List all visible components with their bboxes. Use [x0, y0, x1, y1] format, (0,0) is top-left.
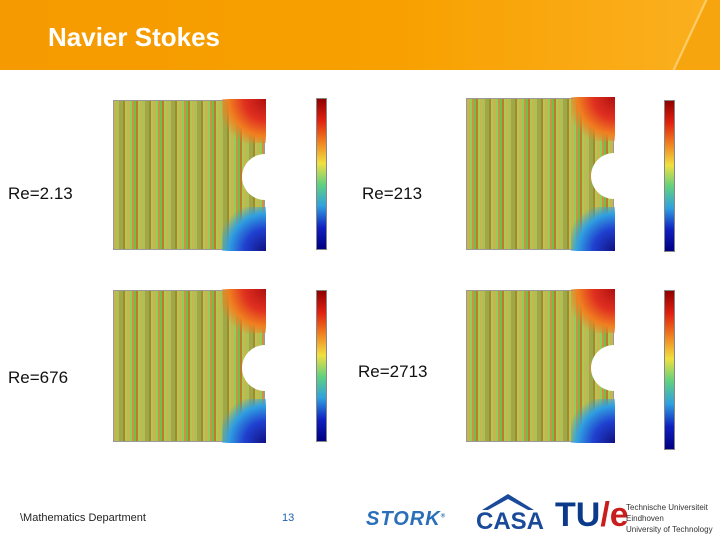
cylinder-cutout — [242, 154, 288, 201]
re-label: Re=2.13 — [8, 184, 73, 203]
re-label: Re=676 — [8, 368, 69, 387]
casa-roof-icon — [482, 494, 534, 510]
pressure-field-plot — [466, 289, 637, 443]
stork-logo-text: STORK — [366, 508, 441, 530]
colorbar — [316, 98, 327, 250]
low-pressure-region — [571, 399, 615, 443]
tue-name: Technische Universiteit Eindhoven Univer… — [626, 503, 713, 534]
cylinder-cutout — [591, 345, 637, 391]
casa-logo: CASA — [476, 492, 544, 536]
slide-title: Navier Stokes — [48, 22, 220, 52]
re-label: Re=2713 — [358, 362, 428, 381]
pressure-field-plot — [466, 97, 637, 251]
high-pressure-region — [571, 97, 615, 141]
cylinder-cutout — [591, 153, 637, 199]
header-banner: Navier Stokes — [0, 0, 720, 70]
header-diagonal-decoration — [660, 0, 720, 70]
tue-logo-slash: /e — [600, 496, 629, 534]
pressure-field-plot — [113, 289, 288, 443]
colorbar — [316, 290, 327, 442]
cylinder-cutout — [242, 345, 288, 391]
department-label: \Mathematics Department — [20, 512, 146, 524]
high-pressure-region — [222, 289, 266, 333]
re-label: Re=213 — [362, 184, 423, 203]
colorbar — [664, 100, 675, 252]
stork-logo: STORK® — [366, 508, 447, 530]
high-pressure-region — [222, 99, 266, 143]
page-number: 13 — [282, 512, 295, 524]
casa-logo-text: CASA — [476, 508, 545, 535]
pressure-field-plot — [113, 99, 288, 251]
colorbar — [664, 290, 675, 450]
low-pressure-region — [222, 399, 266, 443]
low-pressure-region — [222, 207, 266, 251]
tue-logo-text: TU — [555, 496, 601, 534]
low-pressure-region — [571, 207, 615, 251]
high-pressure-region — [571, 289, 615, 333]
plot-y-ticks — [100, 100, 114, 250]
tue-logo: TU/e — [555, 496, 629, 535]
